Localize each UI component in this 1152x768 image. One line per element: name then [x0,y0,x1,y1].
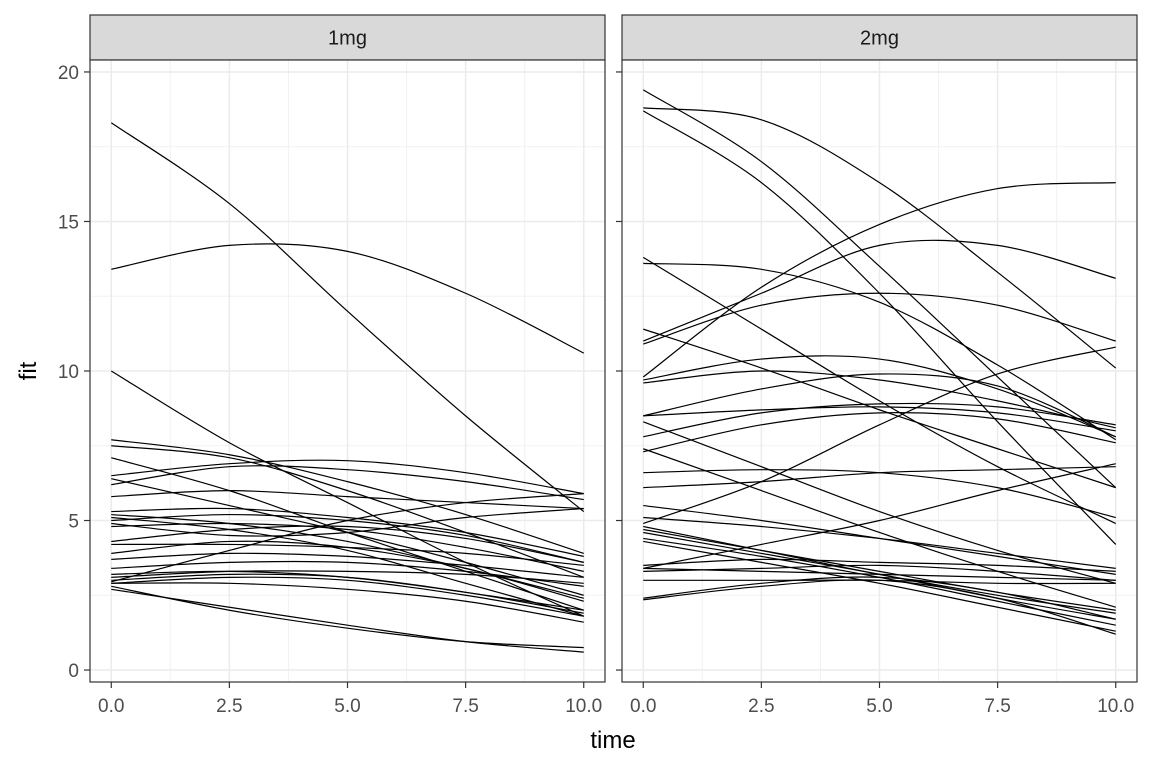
series-line [643,355,1116,438]
series-line [643,346,1116,525]
series-line [643,579,1116,635]
series-line [110,370,584,617]
series-line [643,576,1116,620]
series-line [643,540,1116,632]
series-line [111,490,584,510]
series-line [643,567,1116,581]
series-line [111,585,584,649]
series-lines [110,122,585,653]
series-line [111,570,584,584]
x-tick-label: 5.0 [334,696,360,717]
series-line [111,540,584,602]
x-tick-label: 2.5 [748,696,774,717]
facet-strip [621,14,1138,61]
series-line [111,525,584,563]
y-tick-label: 20 [58,63,79,84]
series-line [643,328,1116,489]
x-tick-label: 7.5 [984,696,1010,717]
series-line [111,493,584,583]
series-line [643,292,1116,345]
y-axis: 0 5 10 15 20 [58,63,622,682]
series-line [643,558,1116,572]
facet-strip-label: 2mg [860,28,899,50]
series-line [642,182,1116,378]
series-line [642,256,1117,525]
x-axis-1mg: 0.0 2.5 5.0 7.5 10.0 [98,682,602,717]
series-line [111,243,585,354]
series-line [643,406,1116,432]
y-tick-label: 0 [68,661,79,682]
series-line [111,588,584,653]
series-line [643,412,1116,453]
y-axis-title: fit [15,361,42,380]
x-axis-title: time [590,727,635,754]
panel-1mg: 1mg 0.0 2.5 5.0 7.5 10.0 [89,14,606,717]
series-line [642,89,1117,489]
gridlines [622,60,1137,682]
series-line [111,439,584,554]
x-tick-label: 7.5 [452,696,478,717]
series-line [643,564,1116,581]
x-tick-label: 10.0 [1097,696,1134,717]
series-line [643,239,1116,342]
series-line [111,445,584,578]
series-line [111,465,584,501]
series-line [643,463,1116,569]
series-line [643,516,1116,569]
panels: 1mg 0.0 2.5 5.0 7.5 10.0 2mg 0.0 2.5 5.0 7.5 10.0 [89,14,1138,717]
x-tick-label: 0.0 [98,696,124,717]
series-line [643,262,1117,441]
y-tick-label: 15 [58,212,79,233]
series-lines [642,89,1117,635]
series-line [111,516,584,617]
facet-strip [89,14,606,61]
series-line [111,522,584,572]
x-axis-2mg: 0.0 2.5 5.0 7.5 10.0 [630,682,1134,717]
facet-strip-label: 1mg [328,28,367,50]
series-line [111,576,584,617]
series-line [111,507,584,557]
x-tick-label: 5.0 [866,696,892,717]
y-tick-label: 5 [68,512,79,533]
series-line [642,110,1117,545]
x-tick-label: 2.5 [216,696,242,717]
series-line [643,528,1116,611]
series-line [110,122,585,513]
panel-2mg: 2mg 0.0 2.5 5.0 7.5 10.0 [621,14,1138,717]
series-line [111,560,584,587]
series-line [111,459,584,495]
series-line [643,370,1116,429]
series-line [111,582,584,623]
series-line [111,573,584,614]
series-line [643,466,1116,489]
x-tick-label: 0.0 [630,696,656,717]
series-line [643,373,1116,438]
series-line [111,552,584,578]
y-tick-label: 10 [58,362,79,383]
x-tick-label: 10.0 [565,696,602,717]
series-line [643,107,1117,369]
series-line [643,402,1116,438]
